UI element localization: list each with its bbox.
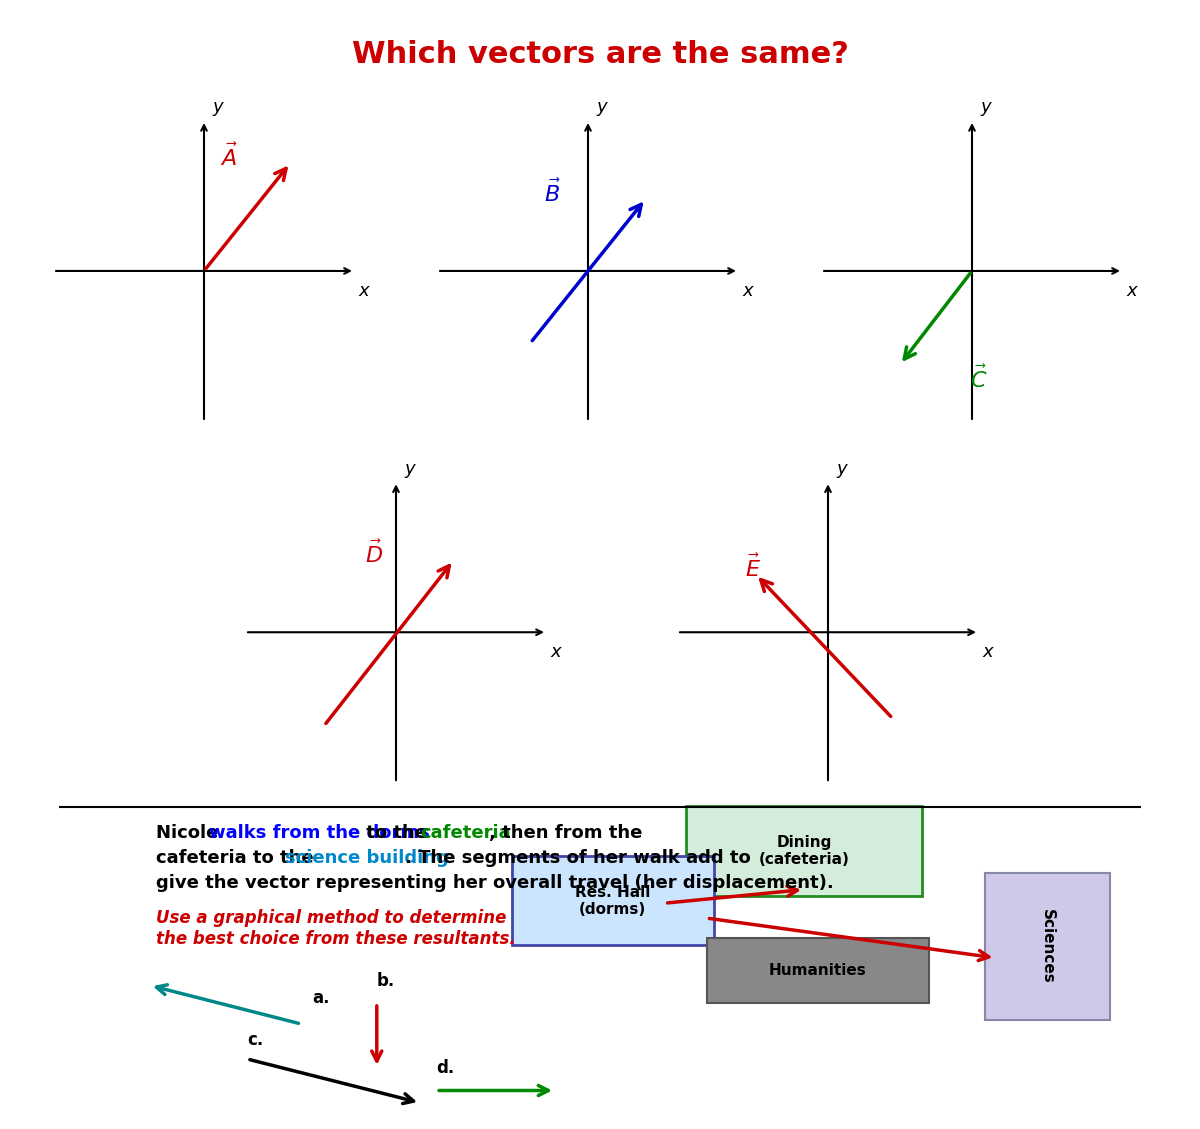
- Text: y: y: [836, 460, 847, 478]
- Text: x: x: [551, 644, 562, 660]
- Text: . The segments of her walk add to: . The segments of her walk add to: [406, 849, 751, 867]
- Text: Sciences: Sciences: [1040, 909, 1055, 984]
- Text: y: y: [212, 98, 223, 116]
- Text: give the vector representing her overall travel (her displacement).: give the vector representing her overall…: [156, 874, 834, 892]
- Text: Humanities: Humanities: [769, 963, 866, 978]
- FancyBboxPatch shape: [685, 806, 923, 895]
- Text: x: x: [743, 282, 754, 299]
- Text: Dining
(cafeteria): Dining (cafeteria): [758, 834, 850, 867]
- Text: c.: c.: [247, 1031, 264, 1049]
- Text: Res. Hall
(dorms): Res. Hall (dorms): [575, 884, 650, 917]
- Text: Nicole: Nicole: [156, 824, 224, 842]
- Text: Which vectors are the same?: Which vectors are the same?: [352, 40, 848, 69]
- Text: to the: to the: [360, 824, 433, 842]
- Text: $\vec{A}$: $\vec{A}$: [221, 142, 238, 169]
- FancyBboxPatch shape: [511, 856, 714, 945]
- Text: walks from the dorms: walks from the dorms: [209, 824, 430, 842]
- Text: $\vec{E}$: $\vec{E}$: [744, 554, 761, 581]
- Text: , then from the: , then from the: [488, 824, 642, 842]
- Text: cafeteria: cafeteria: [421, 824, 511, 842]
- Text: y: y: [980, 98, 991, 116]
- Text: a.: a.: [312, 989, 330, 1007]
- Text: b.: b.: [377, 971, 395, 989]
- Text: Use a graphical method to determine
the best choice from these resultants.: Use a graphical method to determine the …: [156, 909, 516, 947]
- FancyBboxPatch shape: [985, 874, 1110, 1019]
- Text: $\vec{C}$: $\vec{C}$: [971, 365, 988, 392]
- Text: x: x: [1127, 282, 1138, 299]
- Text: y: y: [404, 460, 415, 478]
- Text: $\vec{D}$: $\vec{D}$: [366, 540, 384, 567]
- FancyBboxPatch shape: [707, 938, 929, 1003]
- Text: y: y: [596, 98, 607, 116]
- Text: cafeteria to the: cafeteria to the: [156, 849, 320, 867]
- Text: science building: science building: [284, 849, 449, 867]
- Text: x: x: [359, 282, 370, 299]
- Text: $\vec{B}$: $\vec{B}$: [544, 178, 560, 205]
- Text: d.: d.: [437, 1059, 455, 1077]
- Text: x: x: [983, 644, 994, 660]
